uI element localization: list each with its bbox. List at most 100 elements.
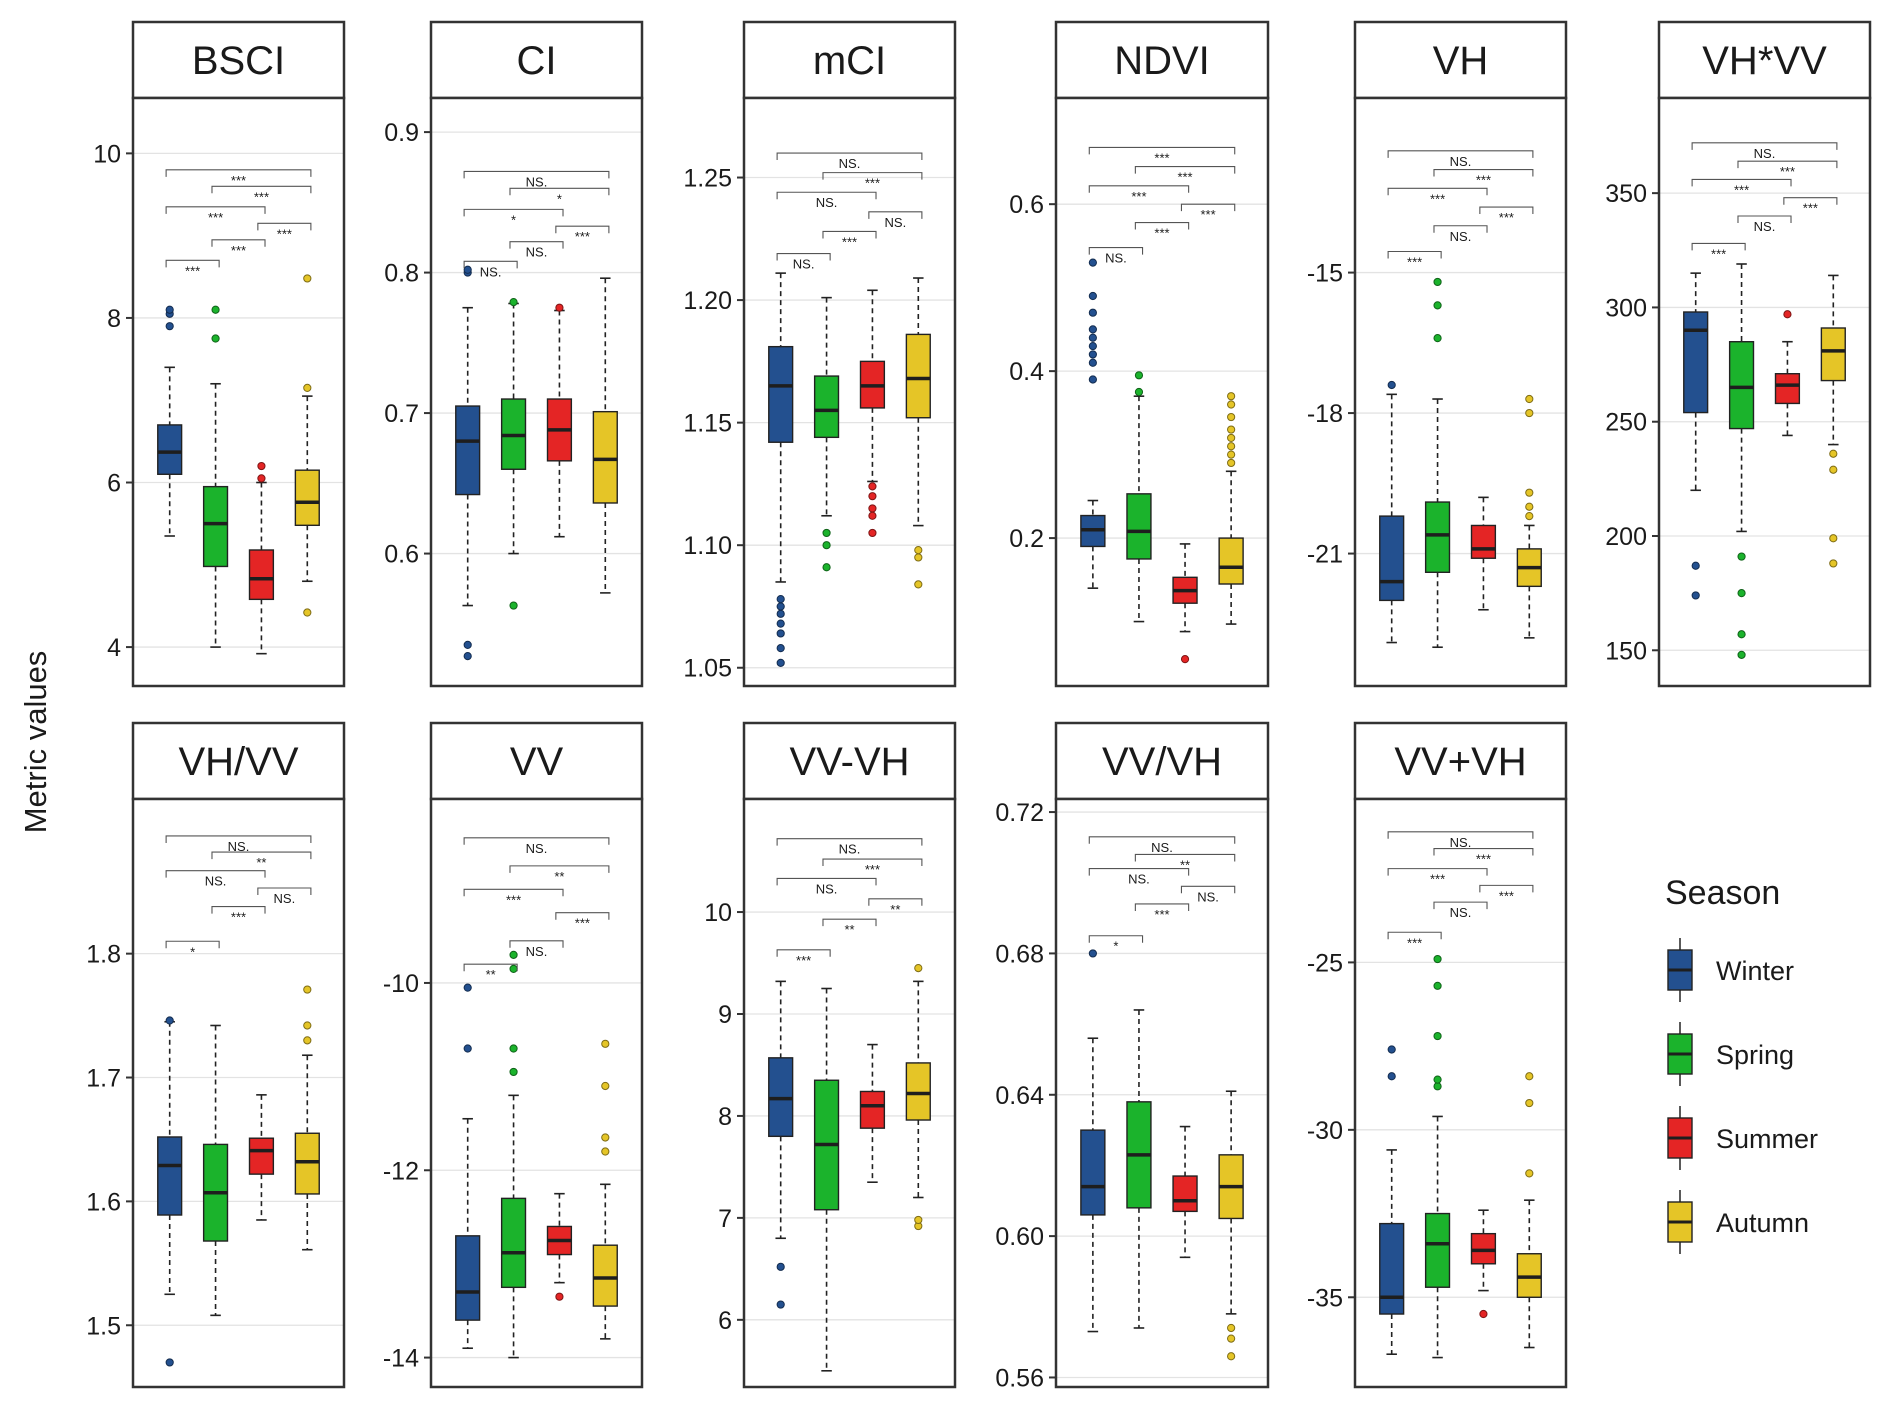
panel-mci: mCI 1.05 1.10 1.15 1.20 1.25 NS. *** NS. NS. *** NS…	[683, 20, 957, 688]
significance-bracket	[1479, 206, 1534, 215]
significance-bracket	[1691, 242, 1746, 251]
significance-bracket	[555, 225, 610, 234]
strip-bsci	[131, 20, 346, 100]
outlier-point	[1227, 392, 1236, 401]
panel-vh-vv: VH/VV1.51.61.71.8NS.**NS.NS.****	[86, 721, 346, 1389]
outlier-point	[868, 492, 877, 501]
significance-bsci-spring-summer: ***	[211, 239, 266, 258]
significance-vv-vh-winter-spring: ***	[776, 949, 831, 968]
significance-bracket	[1387, 250, 1442, 259]
outlier-point	[776, 1262, 785, 1271]
iqr-box	[157, 1136, 183, 1216]
box-vh-summer	[1470, 496, 1497, 611]
outlier-point	[1525, 1098, 1534, 1108]
panel-border	[1054, 797, 1270, 1389]
iqr-box	[859, 1090, 886, 1129]
significance-bracket	[165, 206, 266, 214]
significance-label: NS.	[885, 215, 907, 230]
box-ndvi-summer	[1172, 543, 1198, 664]
outlier-point	[914, 964, 923, 973]
significance-label: NS.	[1450, 905, 1472, 920]
significance-bracket	[776, 949, 831, 957]
significance-bracket	[165, 940, 220, 949]
outlier-point	[1088, 375, 1097, 384]
panel-border	[131, 797, 346, 1389]
significance-vh-winter-autumn: NS.	[1387, 150, 1534, 169]
significance-label: ***	[1154, 150, 1169, 165]
significance-vh-winter-summer: ***	[1387, 187, 1488, 206]
outlier-point	[165, 1016, 174, 1025]
outlier-point	[1227, 412, 1236, 422]
strip-vv-vh	[1054, 721, 1270, 801]
iqr-box	[1172, 1175, 1198, 1213]
panel-vh-vv: VH*VV 150 200 250 300 350 NS. *** *** *** NS. ***	[1605, 20, 1872, 688]
significance-bsci-winter-autumn: ***	[165, 169, 312, 188]
y-tick-label: -25	[1307, 949, 1343, 977]
significance-bracket	[776, 877, 877, 886]
significance-vh-spring-summer: NS.	[1433, 225, 1488, 244]
outlier-point	[1088, 350, 1097, 359]
box-vv-vh-autumn	[1516, 1072, 1542, 1349]
box-mci-autumn	[905, 277, 931, 589]
significance-bracket	[776, 838, 923, 846]
plot-area-vh-vv	[133, 799, 344, 1387]
significance-bracket	[1134, 853, 1236, 862]
outlier-point	[1088, 341, 1097, 351]
box-vh-vv-winter	[1683, 272, 1709, 600]
significance-label: ***	[575, 229, 590, 244]
iqr-box	[813, 375, 840, 439]
significance-bracket	[165, 259, 220, 268]
y-tick-label: 350	[1605, 180, 1647, 208]
outlier-point	[776, 629, 785, 638]
iqr-box	[1774, 373, 1801, 405]
panel-border	[1353, 96, 1568, 688]
significance-bracket	[463, 888, 564, 897]
significance-label: ***	[865, 862, 880, 877]
y-tick-label: 1.20	[683, 287, 732, 315]
significance-label: **	[486, 967, 496, 982]
significance-label: ***	[1154, 226, 1169, 241]
panel-border	[429, 797, 644, 1389]
significance-label: **	[1180, 857, 1190, 872]
box-ci-autumn	[592, 277, 618, 594]
outlier-point	[1227, 400, 1236, 409]
significance-vv-vh-spring-summer: ***	[1134, 903, 1190, 922]
significance-bracket	[868, 898, 923, 906]
significance-label: NS.	[526, 245, 548, 260]
outlier-point	[1433, 277, 1442, 287]
significance-vv-vh-spring-autumn: **	[1134, 853, 1236, 872]
significance-ndvi-spring-autumn: ***	[1134, 166, 1236, 185]
significance-label: ***	[1131, 189, 1146, 204]
significance-label: NS.	[1754, 146, 1776, 161]
significance-vv-spring-summer: NS.	[509, 940, 564, 959]
significance-bracket	[1737, 215, 1792, 223]
outlier-point	[1227, 1352, 1236, 1361]
outlier-point	[211, 305, 220, 314]
significance-bracket	[1134, 903, 1190, 911]
outlier-point	[1134, 371, 1144, 380]
box-bsci-winter	[157, 305, 183, 537]
significance-bracket	[463, 963, 518, 972]
outlier-point	[555, 1292, 564, 1301]
outlier-point	[1227, 450, 1236, 459]
significance-label: NS.	[1197, 889, 1219, 904]
strip-vv	[429, 721, 644, 801]
outlier-point	[1783, 310, 1792, 319]
significance-mci-summer-autumn: NS.	[868, 211, 923, 230]
box-vv-vh-winter	[768, 980, 794, 1309]
significance-label: NS.	[1450, 154, 1472, 169]
y-tick-label: 0.60	[995, 1223, 1044, 1251]
outlier-point	[1387, 380, 1396, 390]
outlier-point	[303, 1021, 312, 1030]
legend-item-winter: Winter	[1667, 938, 1794, 1002]
y-tick-label: 0.56	[995, 1364, 1044, 1392]
significance-vh-spring-autumn: ***	[1433, 169, 1534, 188]
y-tick-label: -12	[383, 1157, 419, 1185]
outlier-point	[1227, 1334, 1236, 1343]
outlier-point	[822, 528, 831, 538]
significance-bracket	[1088, 247, 1144, 255]
significance-ndvi-winter-autumn: ***	[1088, 146, 1236, 165]
box-vh-vv-summer	[248, 1094, 275, 1221]
significance-label: ***	[185, 263, 200, 278]
panel-ci: CI0.60.70.80.9NS.*****NS.NS.	[384, 20, 644, 688]
